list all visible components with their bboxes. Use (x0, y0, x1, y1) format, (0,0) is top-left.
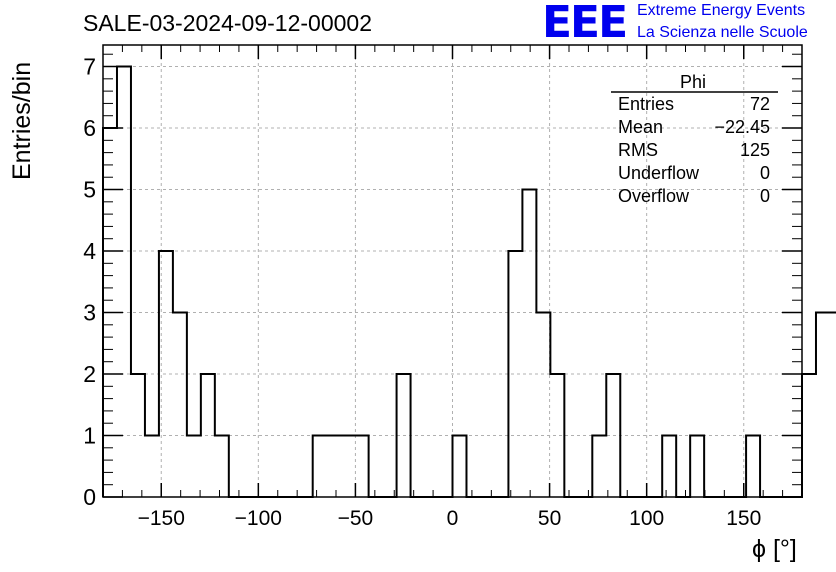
stats-row-value: 72 (750, 94, 770, 114)
stats-box: Phi Entries 72 Mean −22.45 RMS 125 Underflow 0 O… (611, 72, 778, 206)
y-tick-label: 5 (83, 177, 96, 203)
x-tick-label: 150 (726, 507, 761, 530)
y-tick-label: 0 (83, 484, 96, 510)
y-tick-label: 4 (83, 238, 96, 264)
stats-row-value: −22.45 (714, 117, 770, 137)
org-name-line2: La Scienza nelle Scuole (637, 24, 808, 41)
stats-title: Phi (680, 72, 706, 92)
plot-title: SALE-03-2024-09-12-00002 (83, 10, 372, 36)
stats-row-label: RMS (618, 140, 658, 160)
stats-row-label: Entries (618, 94, 674, 114)
x-tick-label: −50 (338, 507, 374, 530)
eee-logo: EEE (542, 0, 628, 48)
org-name-line1: Extreme Energy Events (637, 2, 806, 19)
stats-row-value: 0 (760, 186, 770, 206)
tick-labels: −150 −100 −50 0 50 100 150 0 1 2 3 4 5 6 7 (83, 54, 761, 530)
y-tick-label: 7 (83, 54, 96, 80)
x-axis-label: ϕ [°] (752, 535, 797, 563)
axis-ticks (102, 45, 803, 498)
x-tick-label: 50 (538, 507, 561, 530)
stats-row-value: 125 (740, 140, 770, 160)
x-tick-label: −100 (235, 507, 282, 530)
grid-lines (103, 45, 802, 498)
x-tick-label: 0 (447, 507, 459, 530)
y-tick-label: 2 (83, 361, 96, 387)
stats-row-label: Mean (618, 117, 663, 137)
y-tick-label: 1 (83, 423, 96, 449)
stats-row-value: 0 (760, 163, 770, 183)
x-tick-label: −150 (138, 507, 185, 530)
x-tick-label: 100 (629, 507, 664, 530)
stats-rows: Entries 72 Mean −22.45 RMS 125 Underflow 0 Overf… (618, 94, 770, 206)
stats-row-label: Overflow (618, 186, 690, 206)
y-tick-label: 3 (83, 300, 96, 326)
stats-row-label: Underflow (618, 163, 700, 183)
y-tick-label: 6 (83, 115, 96, 141)
